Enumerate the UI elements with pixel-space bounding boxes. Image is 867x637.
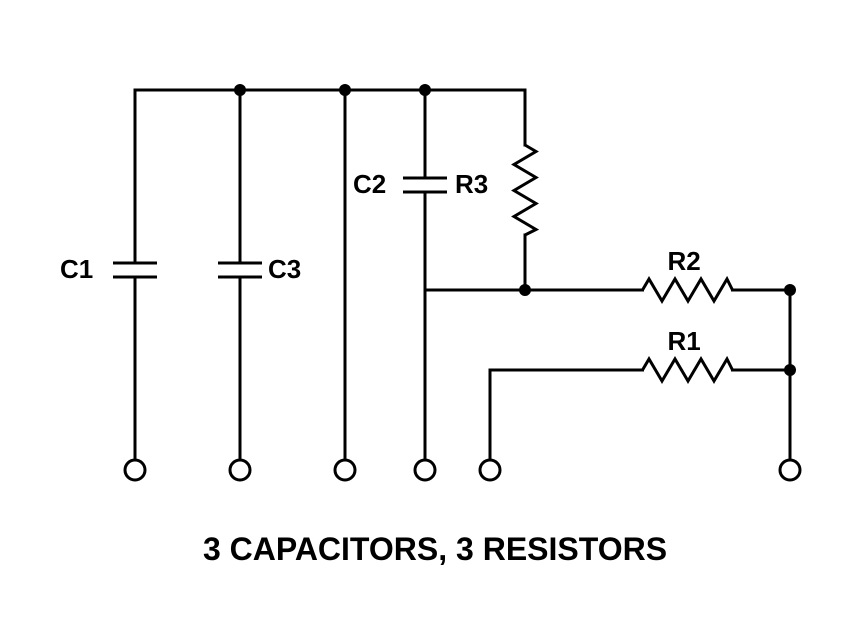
terminal-1 — [125, 460, 145, 480]
terminal-3 — [335, 460, 355, 480]
label-c2: C2 — [353, 169, 386, 199]
node-right-mid — [784, 284, 796, 296]
terminal-5 — [480, 460, 500, 480]
circuit-diagram: C1 C3 C2 R3 R2 R1 3 CAPACITORS, 3 RESISTORS — [0, 0, 867, 637]
label-c3: C3 — [268, 254, 301, 284]
terminal-6 — [780, 460, 800, 480]
caption-text: 3 CAPACITORS, 3 RESISTORS — [203, 531, 667, 567]
terminal-4 — [415, 460, 435, 480]
label-r3: R3 — [455, 169, 488, 199]
resistor-r3 — [514, 90, 536, 290]
terminal-2 — [230, 460, 250, 480]
node-mid-r3 — [519, 284, 531, 296]
label-r2: R2 — [668, 246, 701, 276]
label-c1: C1 — [60, 254, 93, 284]
node-right-r1 — [784, 364, 796, 376]
label-r1: R1 — [668, 326, 701, 356]
